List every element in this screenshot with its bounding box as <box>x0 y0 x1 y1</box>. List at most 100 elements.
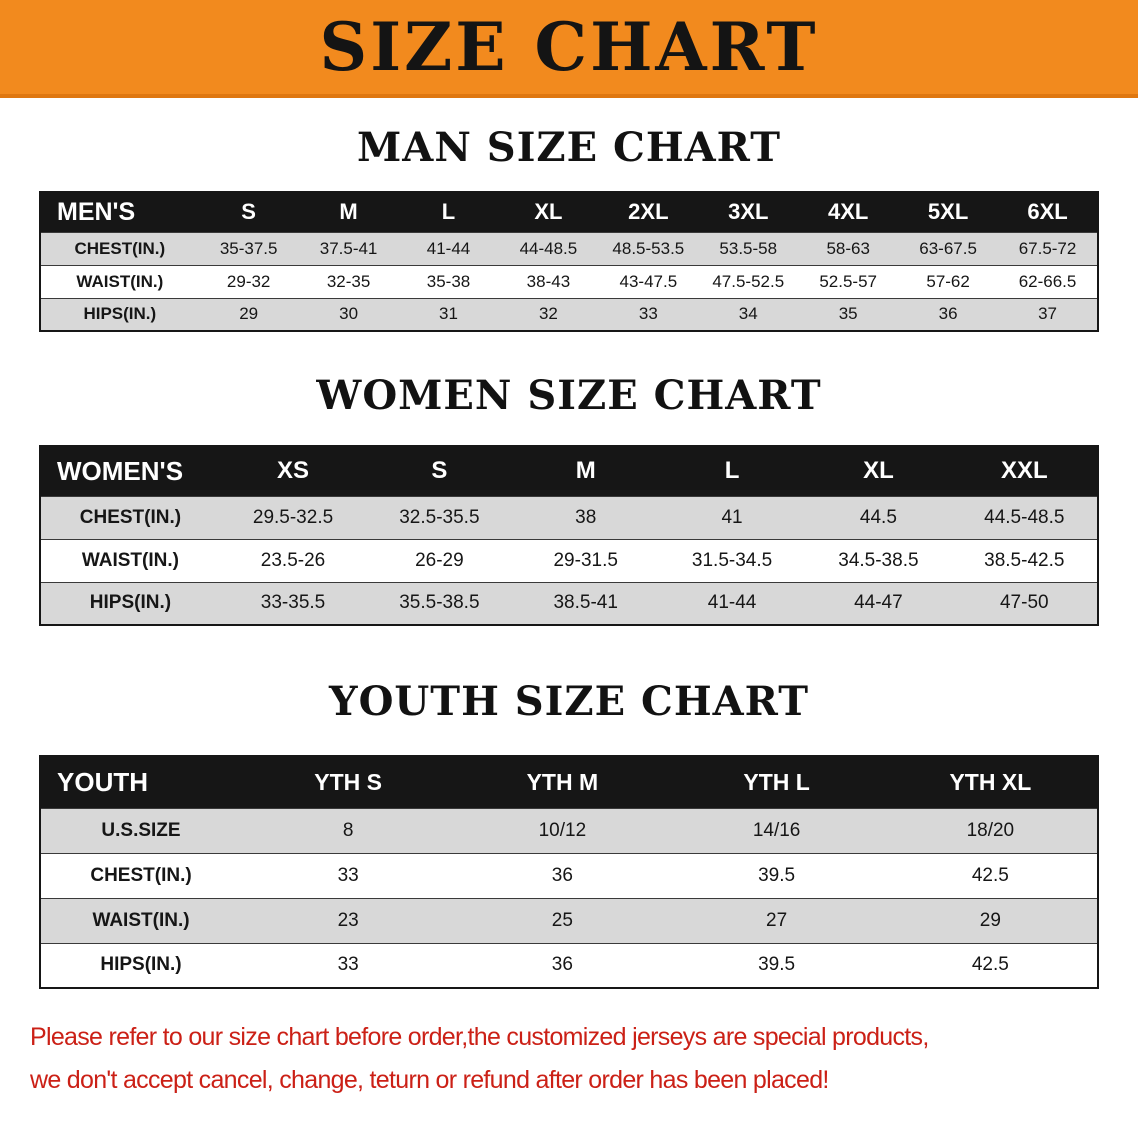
size-cell: 18/20 <box>966 819 1015 841</box>
column-header: 5XL <box>927 199 969 225</box>
size-cell: 36 <box>551 954 573 976</box>
size-cell: 29 <box>239 304 259 324</box>
table-row: HIPS(IN.) 29 30 31 32 33 34 35 36 37 <box>40 298 1098 331</box>
size-cell: 33 <box>638 304 658 324</box>
table-row: U.S.SIZE 8 10/12 14/16 18/20 <box>40 808 1098 853</box>
table-header-row: YOUTH YTH S YTH M YTH L YTH XL <box>40 756 1098 808</box>
column-header: 6XL <box>1027 199 1068 225</box>
size-cell: 29.5-32.5 <box>252 506 334 528</box>
column-header: M <box>339 199 358 225</box>
size-cell: 36 <box>551 864 573 886</box>
size-cell: 27 <box>766 909 788 931</box>
size-cell: 25 <box>551 909 573 931</box>
size-cell: 36 <box>938 304 958 324</box>
size-cell: 37.5-41 <box>319 238 378 258</box>
column-header: S <box>431 457 448 485</box>
size-cell: 30 <box>339 304 359 324</box>
column-header: L <box>724 457 740 485</box>
size-cell: 47-50 <box>999 592 1049 614</box>
column-header: 4XL <box>828 199 869 225</box>
column-header: XS <box>277 457 310 485</box>
column-header: S <box>241 199 256 225</box>
table-row: WAIST(IN.) 29-32 32-35 35-38 38-43 43-47.5 47.… <box>40 265 1098 298</box>
row-label: WAIST(IN.) <box>92 909 190 931</box>
size-cell: 38.5-42.5 <box>984 549 1065 571</box>
size-cell: 29-32 <box>226 271 271 291</box>
size-cell: 39.5 <box>758 864 796 886</box>
size-cell: 52.5-57 <box>819 271 878 291</box>
women-size-table: WOMEN'S XS S M L XL XXL CHEST(IN.) 29.5-32.5 32.5… <box>39 445 1099 626</box>
size-cell: 43-47.5 <box>619 271 678 291</box>
size-cell: 10/12 <box>538 819 587 841</box>
table-row: WAIST(IN.) 23 25 27 29 <box>40 898 1098 943</box>
table-header-row: WOMEN'S XS S M L XL XXL <box>40 446 1098 496</box>
size-cell: 33 <box>337 954 359 976</box>
disclaimer: Please refer to our size chart before or… <box>0 1021 1138 1126</box>
row-label: WAIST(IN.) <box>81 549 179 571</box>
size-cell: 14/16 <box>752 819 801 841</box>
size-cell: 42.5 <box>971 954 1009 976</box>
row-label: HIPS(IN.) <box>89 592 172 614</box>
column-header: 3XL <box>728 199 769 225</box>
table-title-cell: WOMEN'S <box>57 455 184 486</box>
disclaimer-line-1: Please refer to our size chart before or… <box>30 1023 929 1051</box>
size-cell: 23.5-26 <box>260 549 326 571</box>
size-cell: 8 <box>342 819 354 841</box>
size-cell: 53.5-58 <box>719 238 778 258</box>
size-cell: 62-66.5 <box>1018 271 1077 291</box>
size-cell: 44.5 <box>859 506 897 528</box>
size-cell: 63-67.5 <box>919 238 977 258</box>
women-section-heading: WOMEN SIZE CHART <box>316 372 822 419</box>
size-cell: 57-62 <box>926 271 970 291</box>
size-cell: 44.5-48.5 <box>984 506 1065 528</box>
size-cell: 39.5 <box>758 954 796 976</box>
size-cell: 33 <box>337 864 359 886</box>
size-cell: 67.5-72 <box>1018 238 1077 258</box>
men-size-table: MEN'S S M L XL 2XL 3XL 4XL 5XL 6XL CHEST(IN.) 35-37… <box>39 191 1099 332</box>
row-label: CHEST(IN.) <box>74 238 166 258</box>
size-cell: 41 <box>721 506 743 528</box>
size-cell: 37 <box>1038 304 1057 324</box>
table-row: HIPS(IN.) 33-35.5 35.5-38.5 38.5-41 41-44 44-… <box>40 582 1098 625</box>
size-cell: 29 <box>979 909 1001 931</box>
size-cell: 34.5-38.5 <box>838 549 919 571</box>
size-cell: 33-35.5 <box>260 592 326 614</box>
size-cell: 48.5-53.5 <box>612 238 685 258</box>
column-header: YTH M <box>526 768 599 795</box>
column-header: L <box>441 199 456 225</box>
women-size-chart-section: WOMEN SIZE CHART WOMEN'S XS S M L XL XXL CHEST(… <box>0 372 1138 626</box>
row-label: CHEST(IN.) <box>90 864 192 886</box>
size-cell: 38-43 <box>526 271 571 291</box>
column-header: YTH XL <box>949 768 1032 795</box>
disclaimer-line-2: we don't accept cancel, change, teturn o… <box>30 1065 829 1094</box>
column-header: XXL <box>1000 457 1048 485</box>
table-row: CHEST(IN.) 33 36 39.5 42.5 <box>40 853 1098 898</box>
row-label: WAIST(IN.) <box>76 271 164 291</box>
youth-size-table: YOUTH YTH S YTH M YTH L YTH XL U.S.SIZE 8 10/12… <box>39 755 1099 989</box>
men-section-heading: MAN SIZE CHART <box>357 124 781 171</box>
column-header: YTH L <box>743 768 810 795</box>
size-cell: 41-44 <box>707 592 757 614</box>
table-title-cell: MEN'S <box>57 197 136 226</box>
column-header: XL <box>534 199 563 225</box>
table-title-cell: YOUTH <box>57 766 148 797</box>
size-cell: 32-35 <box>326 271 371 291</box>
row-label: CHEST(IN.) <box>79 506 182 528</box>
size-cell: 34 <box>738 304 758 324</box>
table-row: CHEST(IN.) 35-37.5 37.5-41 41-44 44-48.5 48.5… <box>40 232 1098 265</box>
size-cell: 42.5 <box>971 864 1009 886</box>
size-cell: 32.5-35.5 <box>399 506 480 528</box>
column-header: M <box>575 457 596 485</box>
banner: SIZE CHART <box>0 0 1138 98</box>
table-row: WAIST(IN.) 23.5-26 26-29 29-31.5 31.5-34.5 34… <box>40 539 1098 582</box>
page-title: SIZE CHART <box>319 8 819 86</box>
row-label: HIPS(IN.) <box>100 954 182 976</box>
size-cell: 44-48.5 <box>519 238 578 258</box>
size-cell: 38 <box>575 506 597 528</box>
size-cell: 31.5-34.5 <box>691 549 773 571</box>
row-label: U.S.SIZE <box>101 819 181 841</box>
column-header: XL <box>863 457 894 485</box>
size-cell: 38.5-41 <box>553 592 618 614</box>
size-cell: 44-47 <box>854 592 903 614</box>
